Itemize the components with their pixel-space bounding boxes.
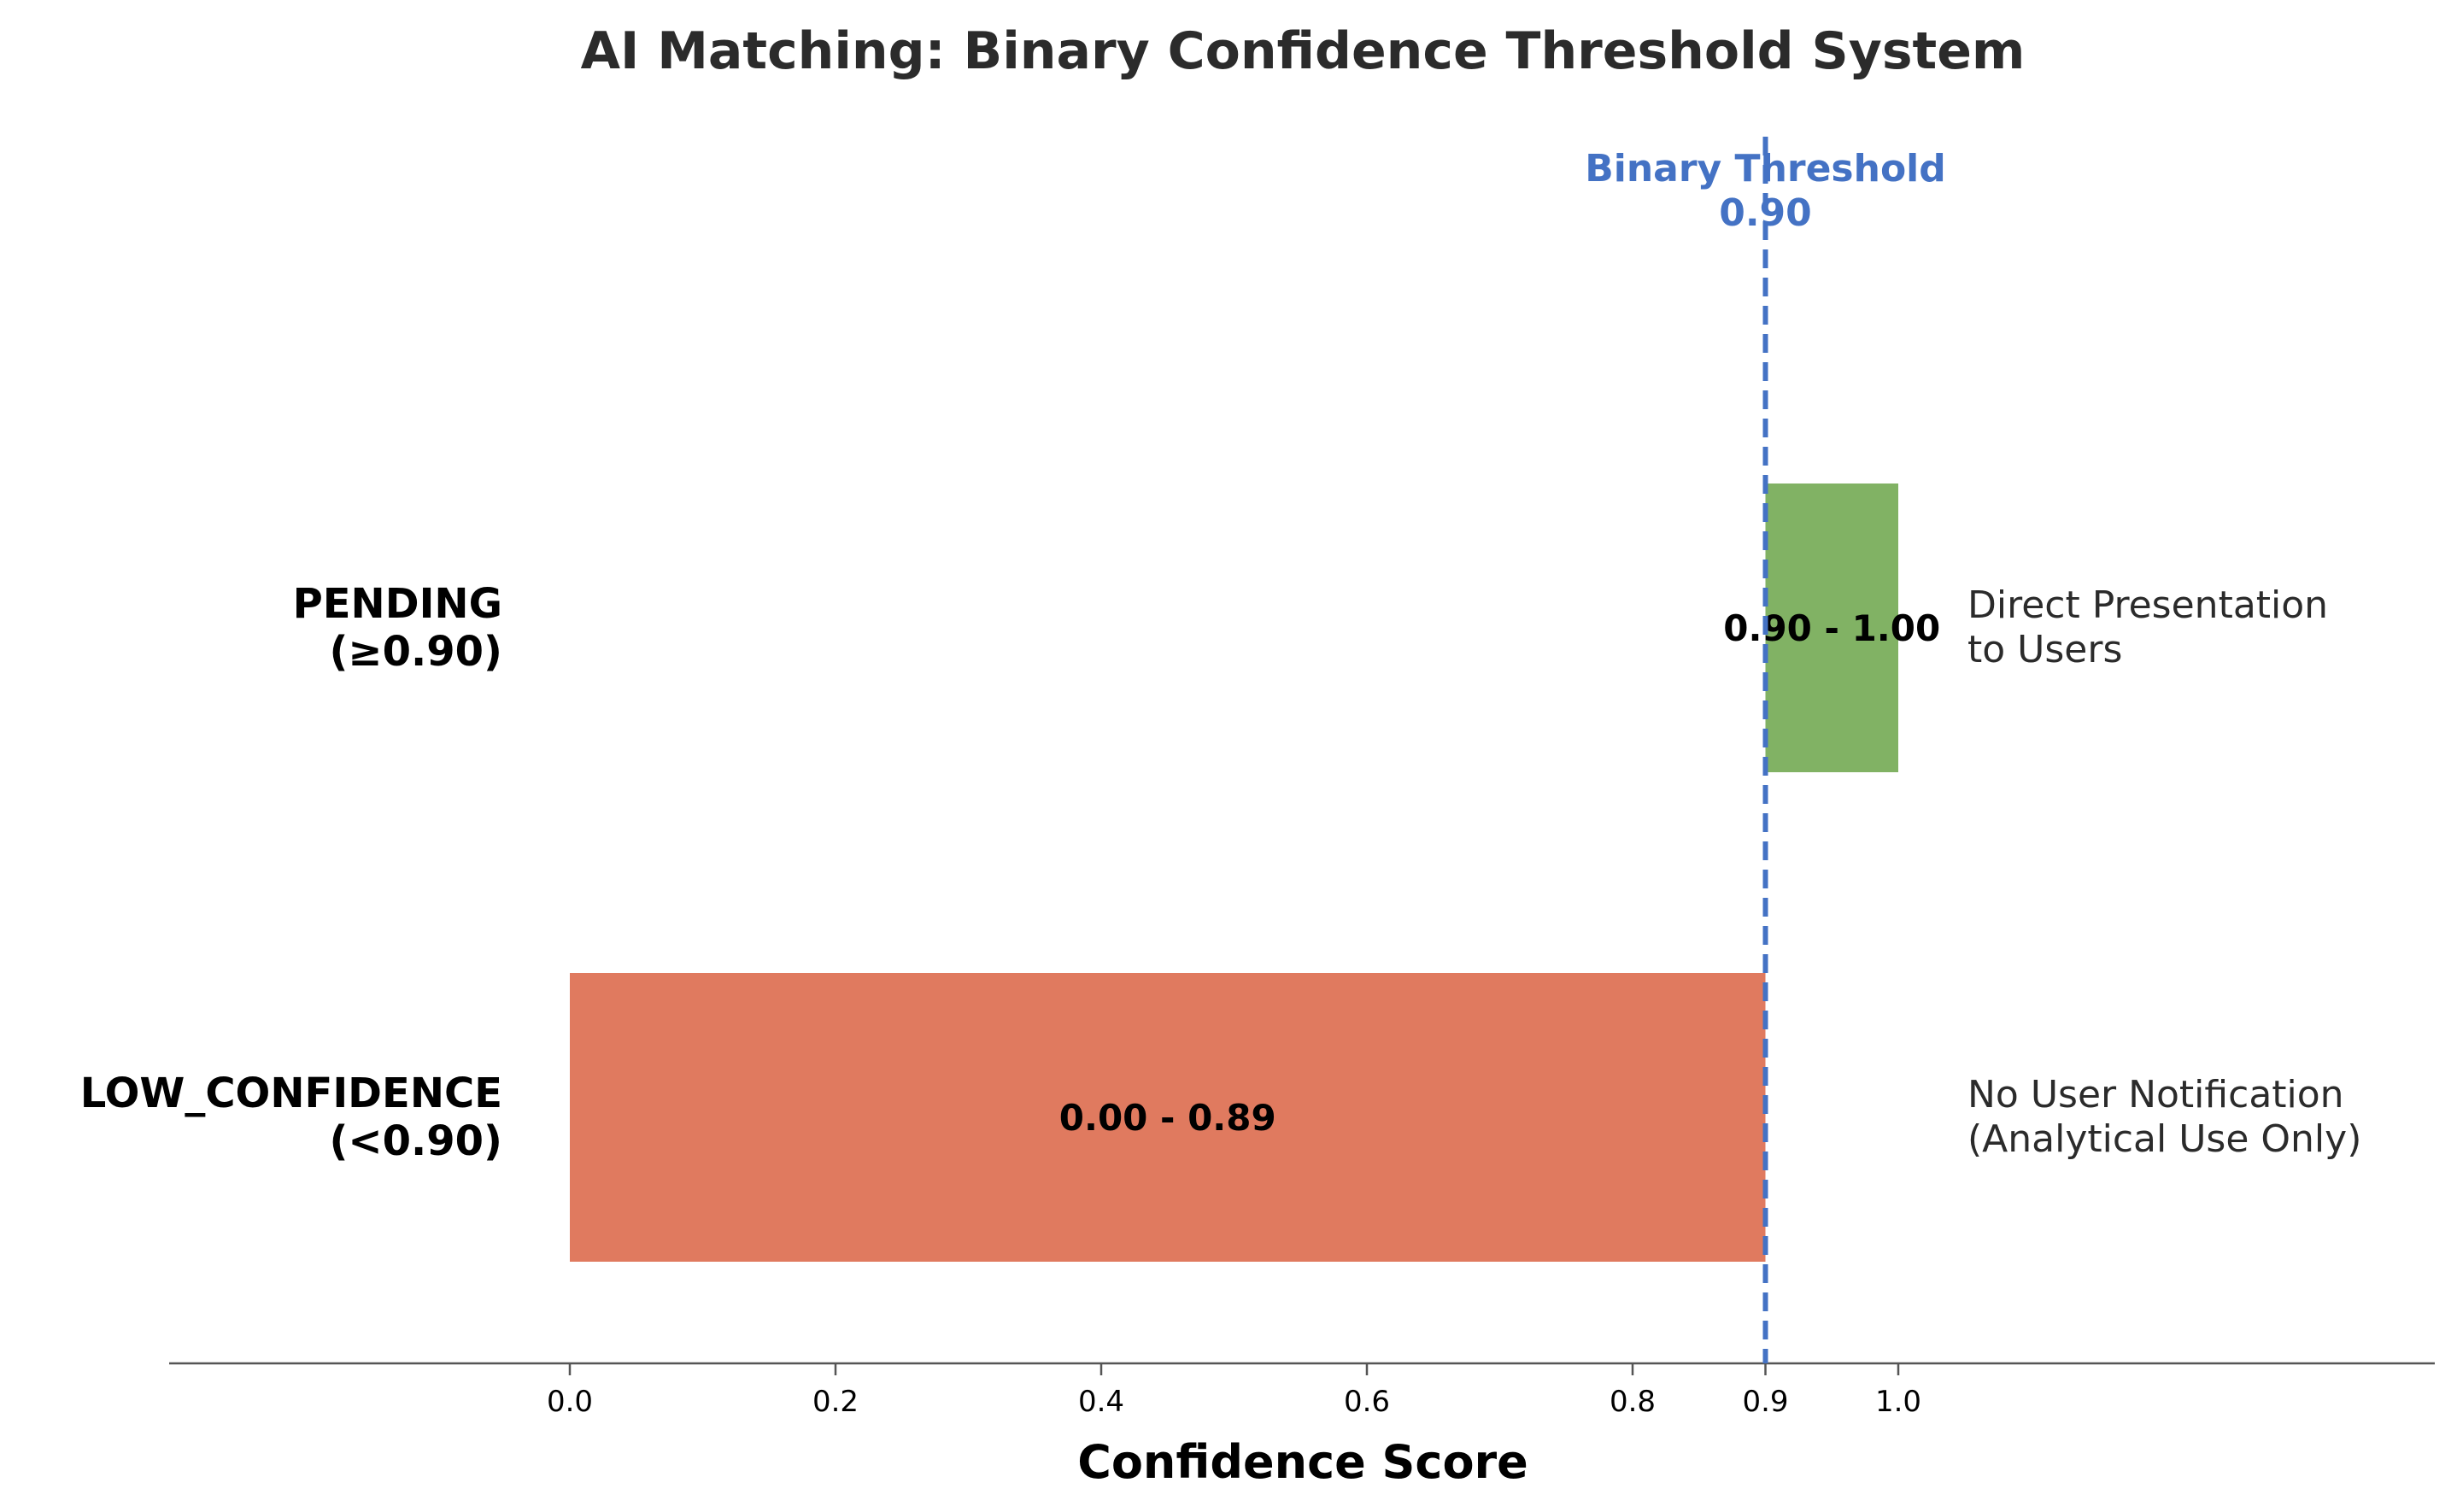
chart-title: AI Matching: Binary Confidence Threshold…: [581, 21, 2026, 81]
x-tick-label-6: 1.0: [1875, 1385, 1921, 1419]
x-tick-label-3: 0.6: [1344, 1385, 1390, 1419]
threshold-label: Binary Threshold 0.90: [1585, 147, 1946, 235]
bars-group: 0.00 - 0.89 0.90 - 1.00: [570, 483, 1940, 1262]
x-tick-label-0: 0.0: [547, 1385, 593, 1419]
x-ticks-group: 0.0 0.2 0.4 0.6 0.8 0.9 1.0: [547, 1363, 1921, 1419]
annotations-group: No User Notification (Analytical Use Only…: [1967, 583, 2361, 1161]
category-label-1: PENDING (≥0.90): [293, 580, 502, 676]
annotation-0: No User Notification (Analytical Use Only…: [1967, 1073, 2361, 1161]
x-tick-label-2: 0.4: [1078, 1385, 1124, 1419]
bar-range-label-0: 0.00 - 0.89: [1059, 1097, 1276, 1139]
threshold-group: Binary Threshold 0.90: [1585, 137, 1946, 1363]
category-label-0: LOW_CONFIDENCE (<0.90): [80, 1070, 502, 1165]
x-tick-label-1: 0.2: [812, 1385, 859, 1419]
x-tick-label-5: 0.9: [1742, 1385, 1788, 1419]
bar-range-label-1: 0.90 - 1.00: [1723, 607, 1940, 649]
bar-1: [1765, 483, 1898, 772]
category-labels-group: LOW_CONFIDENCE (<0.90) PENDING (≥0.90): [80, 580, 502, 1165]
bar-0: [570, 973, 1766, 1262]
x-axis-label: Confidence Score: [1077, 1435, 1528, 1489]
annotation-1: Direct Presentation to Users: [1967, 583, 2328, 671]
x-tick-label-4: 0.8: [1610, 1385, 1656, 1419]
